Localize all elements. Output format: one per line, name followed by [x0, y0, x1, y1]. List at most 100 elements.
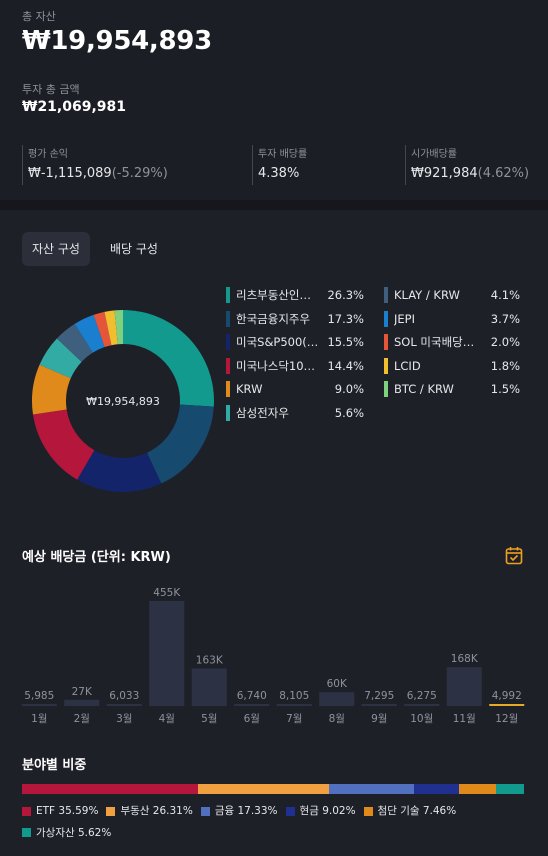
legend-swatch — [384, 310, 388, 327]
donut-slice[interactable] — [77, 450, 162, 492]
donut-slice[interactable] — [147, 404, 214, 484]
legend-swatch — [226, 357, 230, 374]
legend-name: 삼성전자우 — [236, 405, 289, 420]
legend-item[interactable]: BTC / KRW 1.5% — [384, 381, 520, 397]
legend-item[interactable]: LCID 1.8% — [384, 357, 520, 374]
legend-percent: 14.4% — [327, 358, 364, 373]
legend-percent: 1.5% — [490, 382, 520, 396]
sector-legend-item: 가상자산 5.62% — [22, 823, 111, 843]
stat-label: 평가 손익 — [28, 149, 68, 160]
sector-legend-item: 금융 17.33% — [200, 801, 278, 821]
legend-name: 미국S&P500(… — [236, 335, 319, 349]
legend-percent: 15.5% — [327, 335, 364, 349]
donut-slice[interactable] — [104, 310, 118, 346]
stat-value: ₩921,984(4.62%) — [411, 166, 530, 181]
stat-value: ₩-1,115,089(-5.29%) — [28, 166, 168, 181]
sector-stacked-bar — [22, 784, 524, 794]
stat-dividend-yield: 투자 배당률 4.38% — [252, 145, 307, 185]
stat-label: 시가배당률 — [411, 149, 457, 160]
legend-swatch — [384, 381, 388, 397]
legend-percent: 3.7% — [490, 311, 520, 326]
sector-legend-text: 첨단 기술 7.46% — [377, 805, 457, 817]
donut-slice[interactable] — [39, 338, 82, 379]
sector-legend-item: ETF 35.59% — [22, 801, 98, 821]
legend-percent: 5.6% — [334, 405, 364, 420]
stat-label: 투자 배당률 — [258, 149, 308, 160]
sector-swatch — [200, 806, 210, 816]
legend-swatch — [384, 334, 388, 350]
donut-slice[interactable] — [56, 323, 93, 362]
stat-value: 4.38% — [258, 166, 300, 181]
legend-item[interactable]: JEPI 3.7% — [384, 310, 520, 327]
legend-percent: 26.3% — [327, 288, 364, 302]
sector-legend-text: 금융 17.33% — [214, 805, 278, 817]
sector-legend-text: 가상자산 5.62% — [36, 826, 112, 839]
donut-slice[interactable] — [74, 314, 105, 353]
legend-name: BTC / KRW — [394, 382, 454, 396]
legend-item[interactable]: 한국금융지주우 17.3% — [226, 310, 364, 327]
donut-slice[interactable] — [32, 364, 71, 415]
legend-item[interactable]: 미국나스닥10… 14.4% — [226, 357, 364, 374]
sector-legend-item: 부동산 26.31% — [106, 801, 193, 821]
legend-item[interactable]: KRW 9.0% — [226, 381, 364, 397]
legend-percent: 9.0% — [334, 382, 364, 396]
legend-swatch — [226, 404, 230, 421]
sector-title: 분야별 비중 — [22, 758, 87, 773]
sector-swatch — [106, 806, 116, 816]
sector-segment — [22, 784, 199, 794]
summary-section: 총 자산 ₩19,954,893 투자 총 금액 ₩21,069,981 평가 … — [0, 0, 548, 200]
legend-item[interactable]: SOL 미국배당… 2.0% — [384, 334, 520, 350]
calendar-check-icon[interactable] — [505, 546, 523, 565]
legend-item[interactable]: KLAY / KRW 4.1% — [384, 287, 520, 303]
legend-name: SOL 미국배당… — [394, 335, 475, 349]
sector-legend: ETF 35.59% 부동산 26.31% 금융 17.33% 현금 9.02% 첨단 … — [22, 801, 532, 844]
stat-profit-loss: 평가 손익 ₩-1,115,089(-5.29%) — [22, 145, 168, 185]
tab-dividend-composition[interactable]: 배당 구성 — [109, 242, 158, 256]
donut-slice[interactable] — [33, 409, 95, 480]
dividend-chart-title: 예상 배당금 (단위: KRW) — [22, 550, 171, 565]
legend-name: JEPI — [394, 311, 415, 326]
legend-name: 한국금융지주우 — [236, 311, 311, 326]
legend-name: 미국나스닥10… — [236, 358, 316, 373]
sector-swatch — [285, 806, 295, 816]
stat-market-dividend: 시가배당률 ₩921,984(4.62%) — [405, 145, 529, 185]
legend-item[interactable]: 미국S&P500(… 15.5% — [226, 334, 364, 350]
legend-percent: 2.0% — [490, 335, 520, 349]
donut-slice[interactable] — [123, 310, 214, 407]
legend-percent: 4.1% — [490, 288, 520, 302]
donut-slice[interactable] — [114, 310, 123, 345]
legend-name: LCID — [394, 358, 421, 373]
legend-swatch — [384, 357, 388, 374]
total-assets-label: 총 자산 — [22, 10, 56, 23]
legend-percent: 1.8% — [490, 358, 520, 373]
sector-segment — [328, 784, 415, 794]
legend-name: KLAY / KRW — [394, 288, 460, 302]
sector-segment — [496, 784, 524, 794]
sector-legend-item: 첨단 기술 7.46% — [363, 801, 457, 821]
legend-swatch — [226, 287, 230, 303]
total-assets-value: ₩19,954,893 — [22, 26, 212, 56]
legend-swatch — [384, 287, 388, 303]
legend-percent: 17.3% — [327, 311, 364, 326]
legend-swatch — [226, 310, 230, 327]
sector-legend-item: 현금 9.02% — [285, 801, 356, 821]
sector-swatch — [22, 806, 31, 816]
sector-segment — [459, 784, 497, 794]
tab-asset-composition[interactable]: 자산 구성 — [22, 232, 90, 266]
asset-donut-chart[interactable]: ₩19,954,893 — [30, 308, 216, 494]
sector-legend-text: 부동산 26.31% — [120, 805, 193, 817]
legend-swatch — [226, 334, 230, 350]
legend-swatch — [226, 381, 230, 397]
sector-legend-text: ETF 35.59% — [36, 805, 99, 817]
sector-swatch — [22, 828, 31, 837]
donut-center-value: ₩19,954,893 — [86, 395, 160, 408]
sector-swatch — [363, 806, 373, 816]
legend-name: 리츠부동산인… — [236, 288, 311, 302]
sector-segment — [414, 784, 460, 794]
legend-item[interactable]: 삼성전자우 5.6% — [226, 404, 364, 421]
legend-name: KRW — [236, 382, 263, 396]
donut-slice[interactable] — [93, 311, 112, 348]
sector-segment — [198, 784, 329, 794]
legend-item[interactable]: 리츠부동산인… 26.3% — [226, 287, 364, 303]
composition-tabs: 자산 구성 배당 구성 — [22, 232, 168, 266]
